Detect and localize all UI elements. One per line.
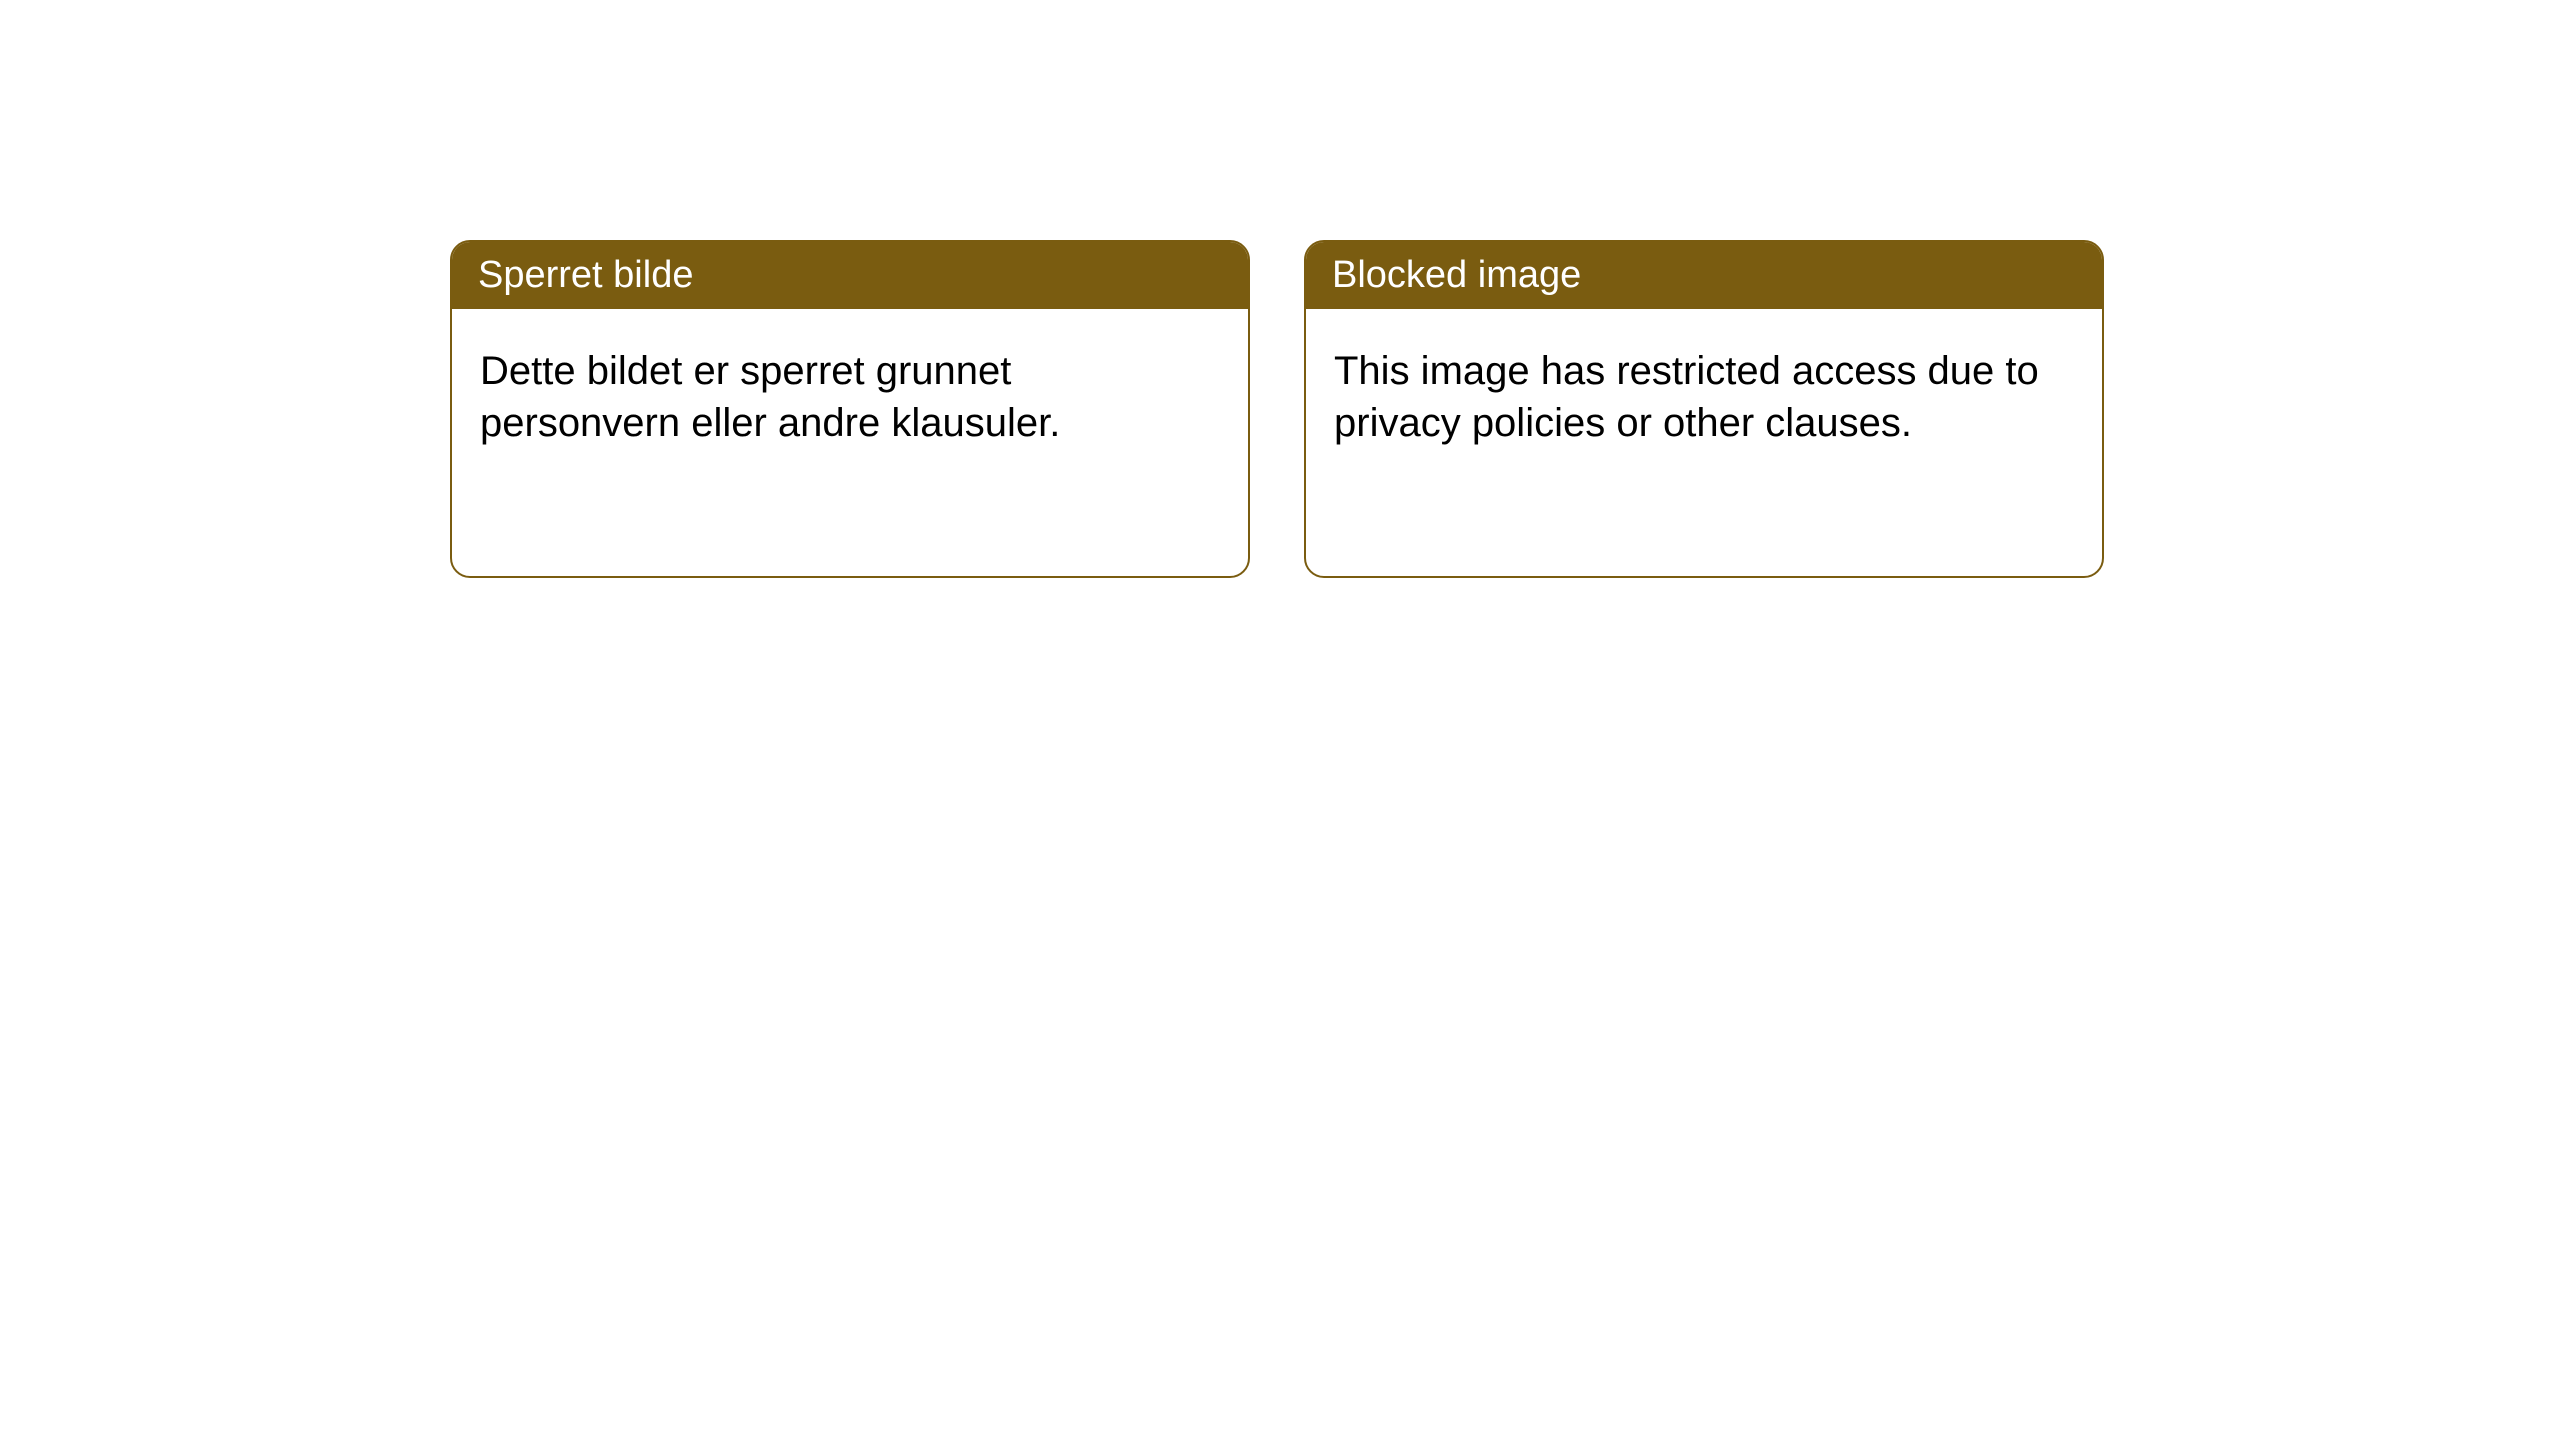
- card-body: Dette bildet er sperret grunnet personve…: [452, 309, 1248, 485]
- card-title: Sperret bilde: [478, 254, 693, 296]
- card-body-text: This image has restricted access due to …: [1334, 349, 2039, 445]
- blocked-image-card-en: Blocked image This image has restricted …: [1304, 240, 2104, 578]
- card-body: This image has restricted access due to …: [1306, 309, 2102, 485]
- card-title: Blocked image: [1332, 254, 1581, 296]
- card-header: Sperret bilde: [452, 242, 1248, 309]
- card-body-text: Dette bildet er sperret grunnet personve…: [480, 349, 1060, 445]
- cards-container: Sperret bilde Dette bildet er sperret gr…: [0, 0, 2560, 578]
- card-header: Blocked image: [1306, 242, 2102, 309]
- blocked-image-card-no: Sperret bilde Dette bildet er sperret gr…: [450, 240, 1250, 578]
